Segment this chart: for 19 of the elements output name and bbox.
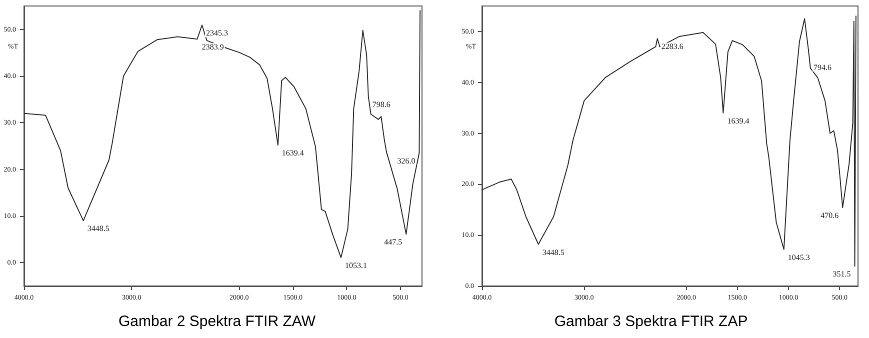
annotation: 1045.3 [788,252,810,262]
annotation: 2345.3 [206,28,228,38]
annotation: 3448.5 [542,248,564,257]
annotation: 798.6 [372,100,390,110]
annotation: 1053.1 [344,261,367,270]
annotation: 1639.4 [282,148,304,158]
annotation: 447.5 [384,238,402,247]
annotation: 326.0 [397,156,416,166]
annotation: 2383.9 [202,42,224,52]
annotation: 351.5 [832,270,851,279]
line-series [482,16,856,267]
line-series [24,10,421,258]
text: Gambar 3 Spektra FTIR ZAP [554,313,748,330]
annotation: 1639.4 [727,116,750,126]
annotation: 794.6 [814,62,832,72]
annotation: 470.6 [820,211,839,220]
text: Gambar 2 Spektra FTIR ZAW [118,313,316,330]
annotation: 2283.6 [661,42,684,52]
annotation: 3448.5 [87,224,110,234]
